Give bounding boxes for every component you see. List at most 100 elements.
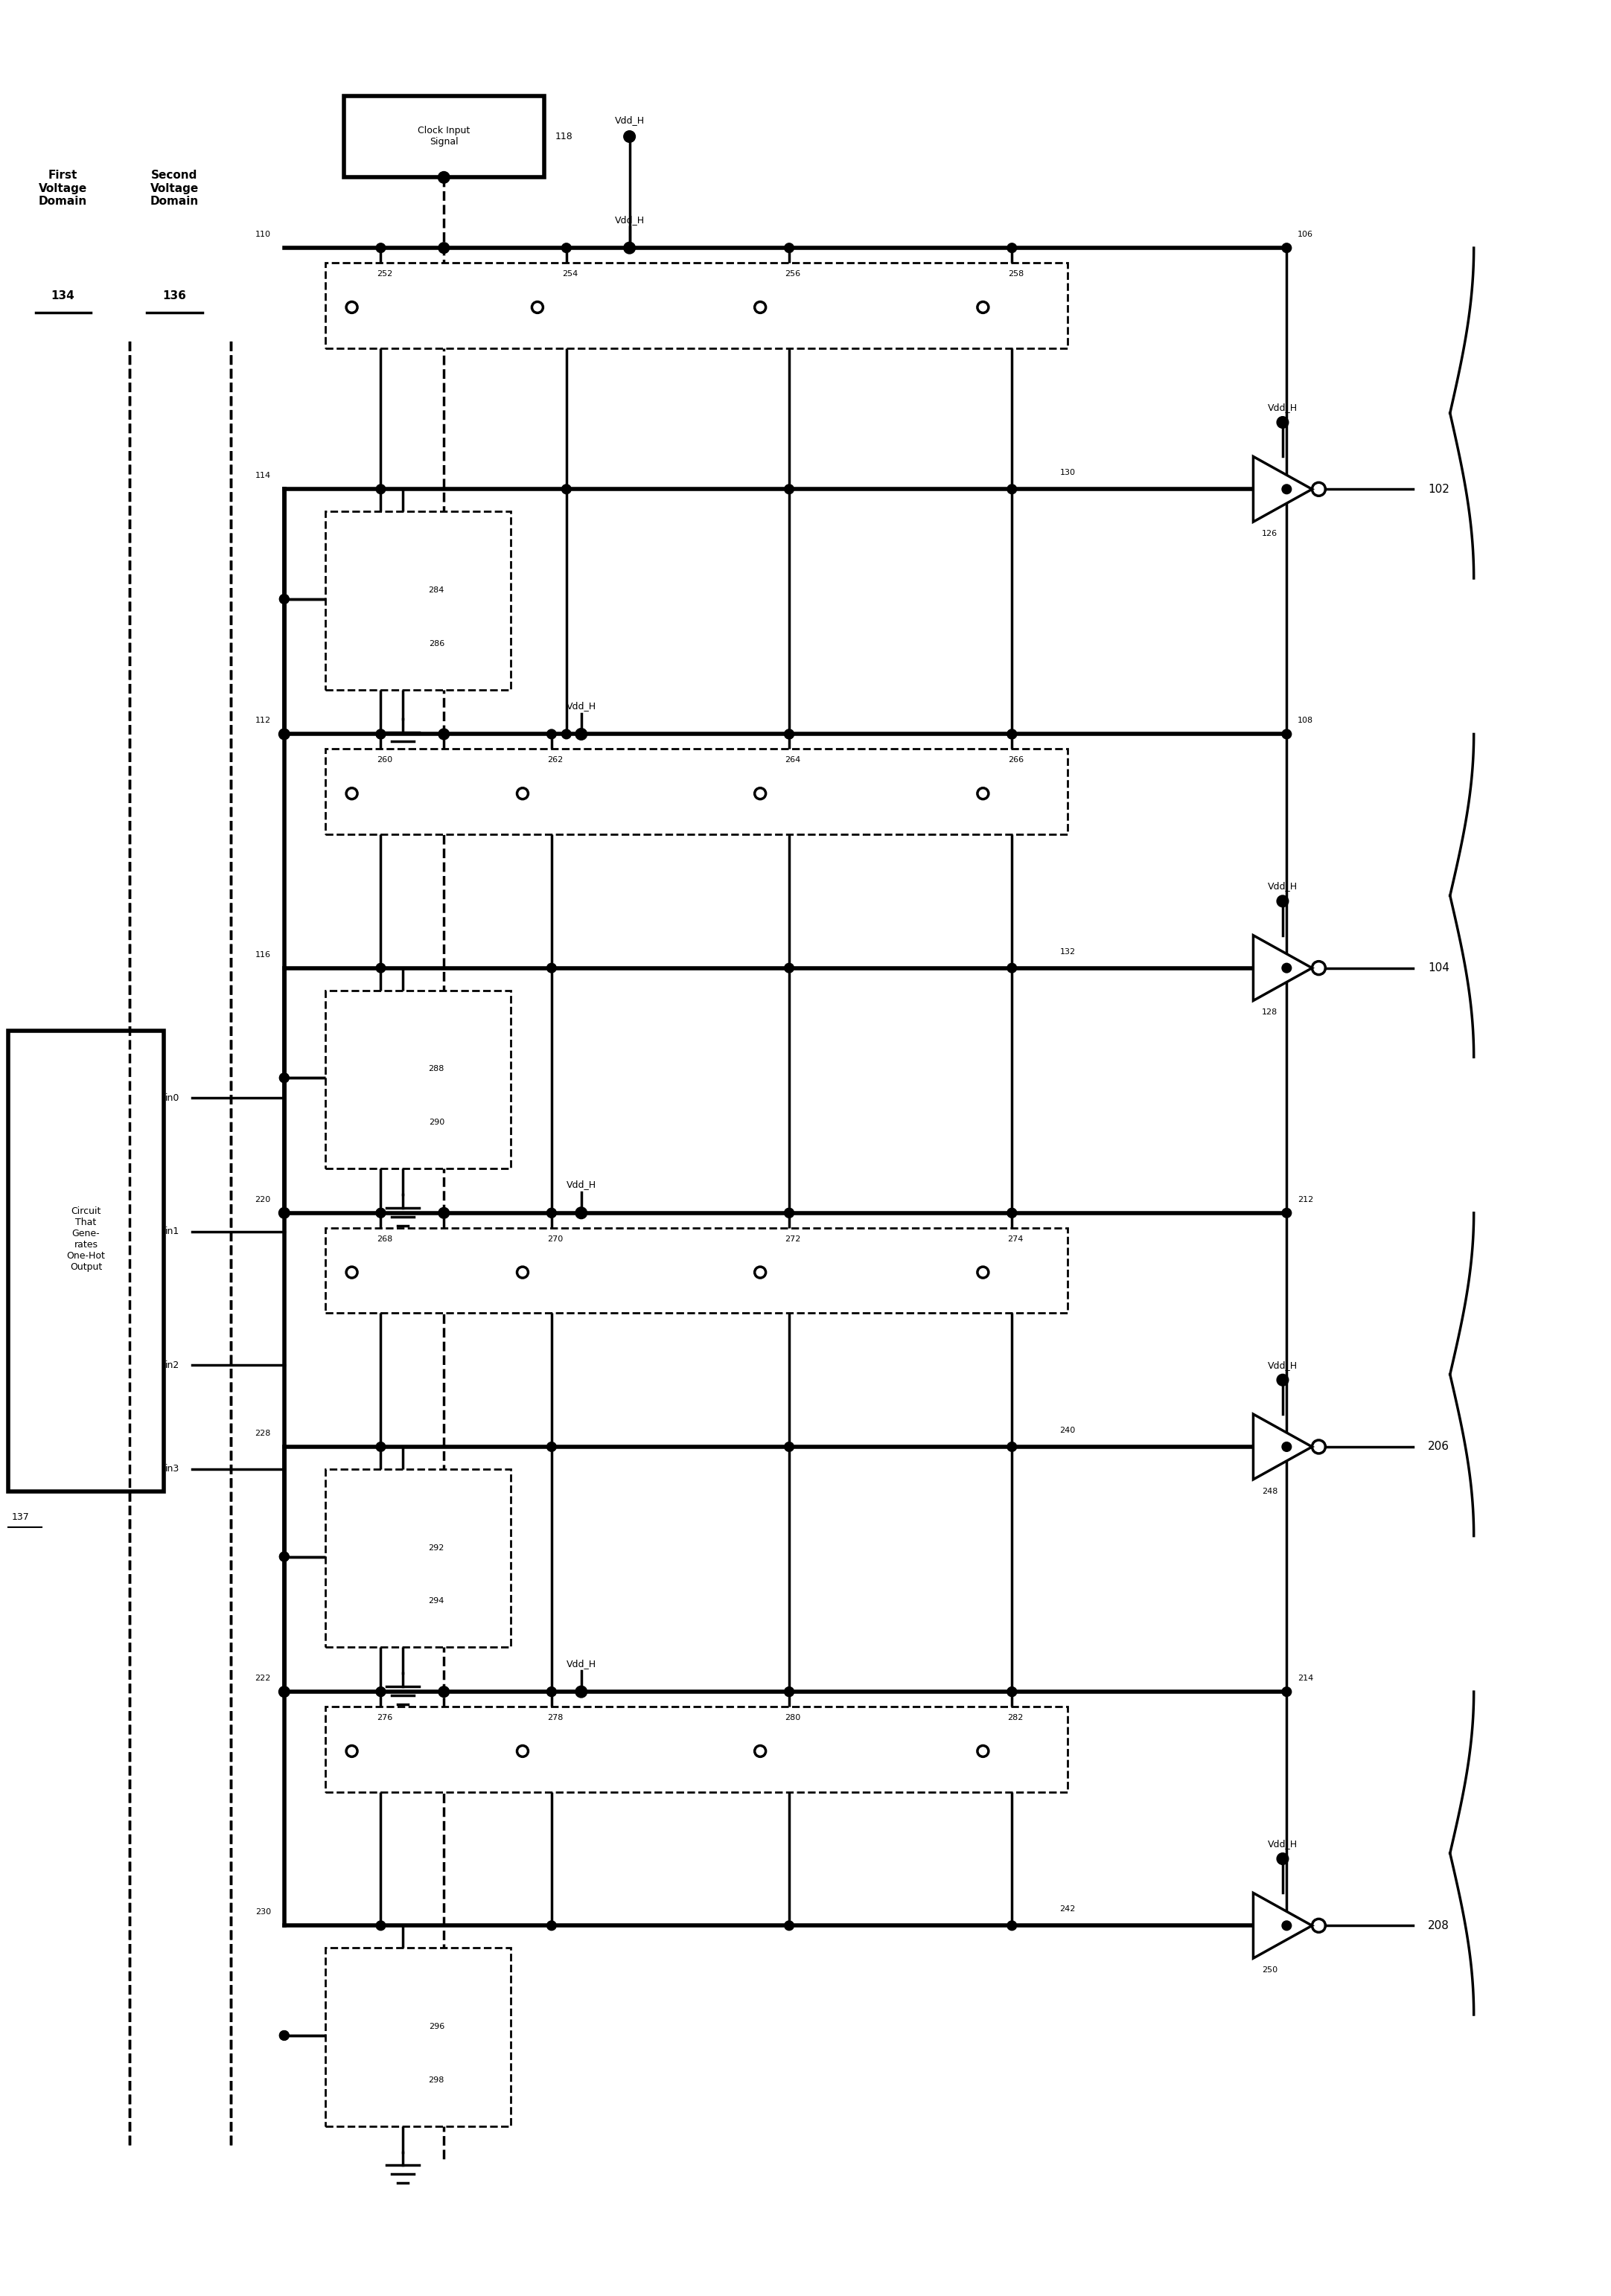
Text: 256: 256 (785, 271, 801, 278)
Circle shape (1007, 730, 1017, 739)
Text: 242: 242 (1060, 1906, 1076, 1913)
Bar (325, 1228, 1068, 1313)
Circle shape (438, 728, 449, 739)
Text: 130: 130 (1060, 468, 1076, 478)
Circle shape (280, 1075, 288, 1081)
Circle shape (1007, 1208, 1017, 1217)
Text: 282: 282 (1008, 1715, 1023, 1722)
Text: 134: 134 (52, 292, 74, 301)
Circle shape (562, 484, 570, 494)
Text: 106: 106 (1298, 232, 1313, 239)
Circle shape (548, 730, 556, 739)
Text: 268: 268 (377, 1235, 393, 1242)
Circle shape (1282, 730, 1290, 739)
Circle shape (1007, 1922, 1017, 1931)
Circle shape (785, 730, 794, 739)
Text: Circuit
That
Gene-
rates
One-Hot
Output: Circuit That Gene- rates One-Hot Output (66, 1205, 105, 1272)
Circle shape (377, 730, 385, 739)
Text: in3: in3 (166, 1465, 180, 1474)
Text: 240: 240 (1060, 1426, 1076, 1435)
Text: 136: 136 (163, 292, 187, 301)
Text: 272: 272 (785, 1235, 801, 1242)
Polygon shape (1253, 1892, 1311, 1958)
Circle shape (279, 1688, 290, 1697)
Bar (325, 1947, 511, 2126)
Circle shape (785, 1442, 794, 1451)
Circle shape (785, 1688, 794, 1697)
Circle shape (280, 1552, 288, 1561)
Text: 280: 280 (785, 1715, 801, 1722)
Text: 116: 116 (255, 951, 271, 957)
Circle shape (785, 730, 794, 739)
Text: 206: 206 (1427, 1442, 1450, 1453)
Circle shape (562, 243, 570, 253)
Text: 270: 270 (548, 1235, 564, 1242)
Circle shape (1007, 1688, 1017, 1697)
Circle shape (562, 730, 570, 739)
Circle shape (785, 1208, 794, 1217)
Bar (325, 512, 511, 689)
Text: 296: 296 (429, 2023, 445, 2030)
Text: Second
Voltage
Domain: Second Voltage Domain (150, 170, 198, 207)
Bar (8, 1031, 164, 1492)
Polygon shape (1253, 457, 1311, 521)
Circle shape (623, 243, 635, 253)
Text: 112: 112 (255, 716, 271, 726)
Text: 222: 222 (255, 1674, 271, 1683)
Circle shape (280, 2032, 288, 2039)
Text: 252: 252 (377, 271, 393, 278)
Text: 286: 286 (429, 641, 445, 647)
Circle shape (1007, 730, 1017, 739)
Circle shape (548, 1688, 556, 1697)
Circle shape (1282, 1688, 1290, 1697)
Circle shape (377, 1688, 385, 1697)
Text: 290: 290 (429, 1118, 445, 1125)
Text: 228: 228 (255, 1430, 271, 1437)
Circle shape (438, 243, 449, 253)
Text: in2: in2 (166, 1359, 180, 1371)
Text: Vdd_H: Vdd_H (614, 115, 644, 124)
Text: Vdd_H: Vdd_H (1268, 882, 1297, 891)
Text: 264: 264 (785, 755, 801, 765)
Text: 208: 208 (1427, 1919, 1450, 1931)
Circle shape (377, 484, 385, 494)
Text: 276: 276 (377, 1715, 393, 1722)
Text: 102: 102 (1427, 484, 1450, 494)
Text: 262: 262 (548, 755, 564, 765)
Text: 292: 292 (429, 1543, 445, 1552)
Circle shape (1282, 1442, 1290, 1451)
Circle shape (548, 1208, 556, 1217)
Text: 214: 214 (1298, 1674, 1313, 1683)
Circle shape (785, 243, 794, 253)
Circle shape (280, 1075, 288, 1081)
Circle shape (1278, 1853, 1289, 1864)
Circle shape (1282, 484, 1290, 494)
Text: in1: in1 (166, 1226, 180, 1235)
Text: Vdd_H: Vdd_H (567, 1658, 596, 1669)
Text: Vdd_H: Vdd_H (567, 1180, 596, 1189)
Circle shape (377, 243, 385, 253)
Circle shape (785, 484, 794, 494)
Circle shape (548, 1208, 556, 1217)
Circle shape (377, 1688, 385, 1697)
Polygon shape (1253, 1414, 1311, 1479)
Circle shape (575, 1208, 586, 1219)
Circle shape (785, 1922, 794, 1931)
Text: in0: in0 (166, 1093, 180, 1102)
Polygon shape (1253, 934, 1311, 1001)
Text: Vdd_H: Vdd_H (567, 700, 596, 712)
Text: 132: 132 (1060, 948, 1076, 955)
Text: 258: 258 (1008, 271, 1023, 278)
Text: 294: 294 (429, 1598, 445, 1605)
Circle shape (280, 2032, 288, 2039)
Text: Clock Input
Signal: Clock Input Signal (417, 126, 470, 147)
Text: 137: 137 (11, 1513, 29, 1522)
Bar (343, 96, 545, 177)
Circle shape (1007, 1688, 1017, 1697)
Circle shape (785, 1208, 794, 1217)
Text: 110: 110 (255, 232, 271, 239)
Bar (325, 262, 1068, 349)
Text: 212: 212 (1298, 1196, 1313, 1203)
Circle shape (575, 1685, 586, 1697)
Text: 108: 108 (1298, 716, 1313, 726)
